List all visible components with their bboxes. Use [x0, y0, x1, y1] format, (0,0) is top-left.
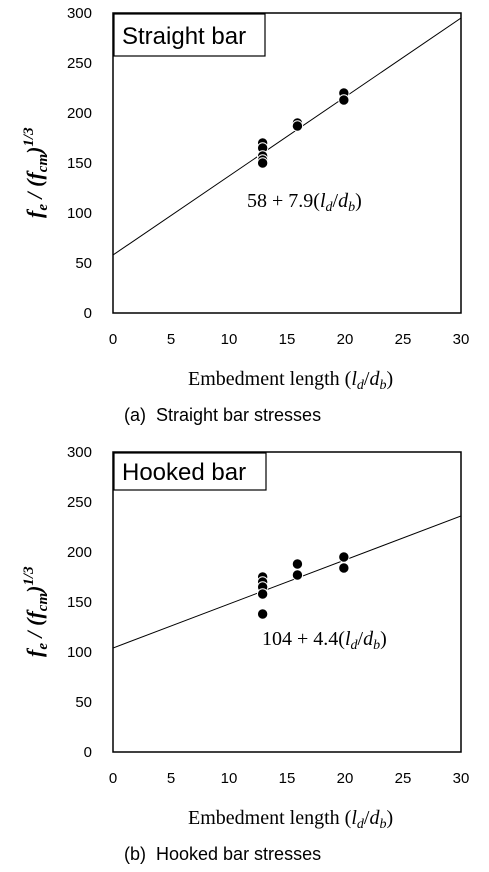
panel-straight-bar: 0 50 100 150 200 250 300 0 5 10 15 20 25 30 Straight… — [21, 5, 469, 425]
data-point — [338, 551, 350, 563]
fit-equation: 104 + 4.4(ld/db) — [262, 628, 387, 653]
data-point — [291, 569, 304, 581]
y-tick-label: 150 — [67, 155, 92, 172]
x-tick-label: 30 — [453, 331, 470, 348]
data-point — [256, 157, 269, 169]
x-tick-label: 0 — [109, 331, 117, 348]
plot-area-frame — [112, 451, 462, 753]
x-tick-label: 25 — [395, 331, 412, 348]
x-tick-label: 15 — [279, 770, 296, 787]
y-tick-label: 50 — [75, 255, 92, 272]
data-point — [338, 562, 350, 574]
panel-caption: (a) Straight bar stresses — [124, 405, 321, 425]
y-tick-label: 200 — [67, 105, 92, 122]
x-tick-label: 15 — [279, 331, 296, 348]
x-tick-label: 10 — [221, 331, 238, 348]
fit-equation: 58 + 7.9(ld/db) — [247, 190, 362, 215]
x-axis-label: Embedment length (ld/db) — [188, 807, 393, 832]
x-tick-label: 30 — [453, 770, 470, 787]
fit-line — [113, 17, 461, 256]
title-box — [113, 13, 266, 57]
x-tick-label: 10 — [221, 770, 238, 787]
data-point — [338, 94, 350, 106]
y-axis-label: fe / (fcm)1/3 — [21, 127, 51, 218]
y-tick-labels: 0 50 100 150 200 250 300 — [67, 444, 92, 761]
x-tick-label: 5 — [167, 770, 175, 787]
panel-hooked-bar: 0 50 100 150 200 250 300 0 5 10 15 20 25 30 Hooked b… — [21, 444, 469, 864]
y-tick-labels: 0 50 100 150 200 250 300 — [67, 5, 92, 322]
x-tick-label: 20 — [337, 770, 354, 787]
x-axis-label: Embedment length (ld/db) — [188, 368, 393, 393]
y-tick-label: 100 — [67, 205, 92, 222]
x-tick-labels: 0 5 10 15 20 25 30 — [109, 331, 470, 348]
data-points — [256, 87, 350, 169]
title-box — [113, 452, 267, 491]
data-point — [256, 608, 269, 620]
plot-area-frame — [112, 12, 462, 314]
y-tick-label: 250 — [67, 55, 92, 72]
fit-line — [113, 515, 461, 649]
x-tick-label: 25 — [395, 770, 412, 787]
y-tick-label: 250 — [67, 494, 92, 511]
data-point — [291, 120, 304, 132]
y-tick-label: 50 — [75, 694, 92, 711]
data-points — [256, 551, 350, 620]
x-tick-label: 20 — [337, 331, 354, 348]
panel-title: Hooked bar — [122, 459, 246, 486]
y-axis-label: fe / (fcm)1/3 — [21, 566, 51, 657]
panel-title: Straight bar — [122, 23, 246, 50]
x-tick-label: 5 — [167, 331, 175, 348]
x-tick-labels: 0 5 10 15 20 25 30 — [109, 770, 470, 787]
data-point — [256, 588, 269, 600]
y-tick-label: 100 — [67, 644, 92, 661]
y-tick-label: 0 — [84, 305, 92, 322]
x-tick-label: 0 — [109, 770, 117, 787]
y-tick-label: 300 — [67, 5, 92, 22]
data-point — [291, 558, 304, 570]
y-tick-label: 300 — [67, 444, 92, 461]
y-tick-label: 0 — [84, 744, 92, 761]
y-tick-label: 150 — [67, 594, 92, 611]
panel-caption: (b) Hooked bar stresses — [124, 844, 321, 864]
y-tick-label: 200 — [67, 544, 92, 561]
